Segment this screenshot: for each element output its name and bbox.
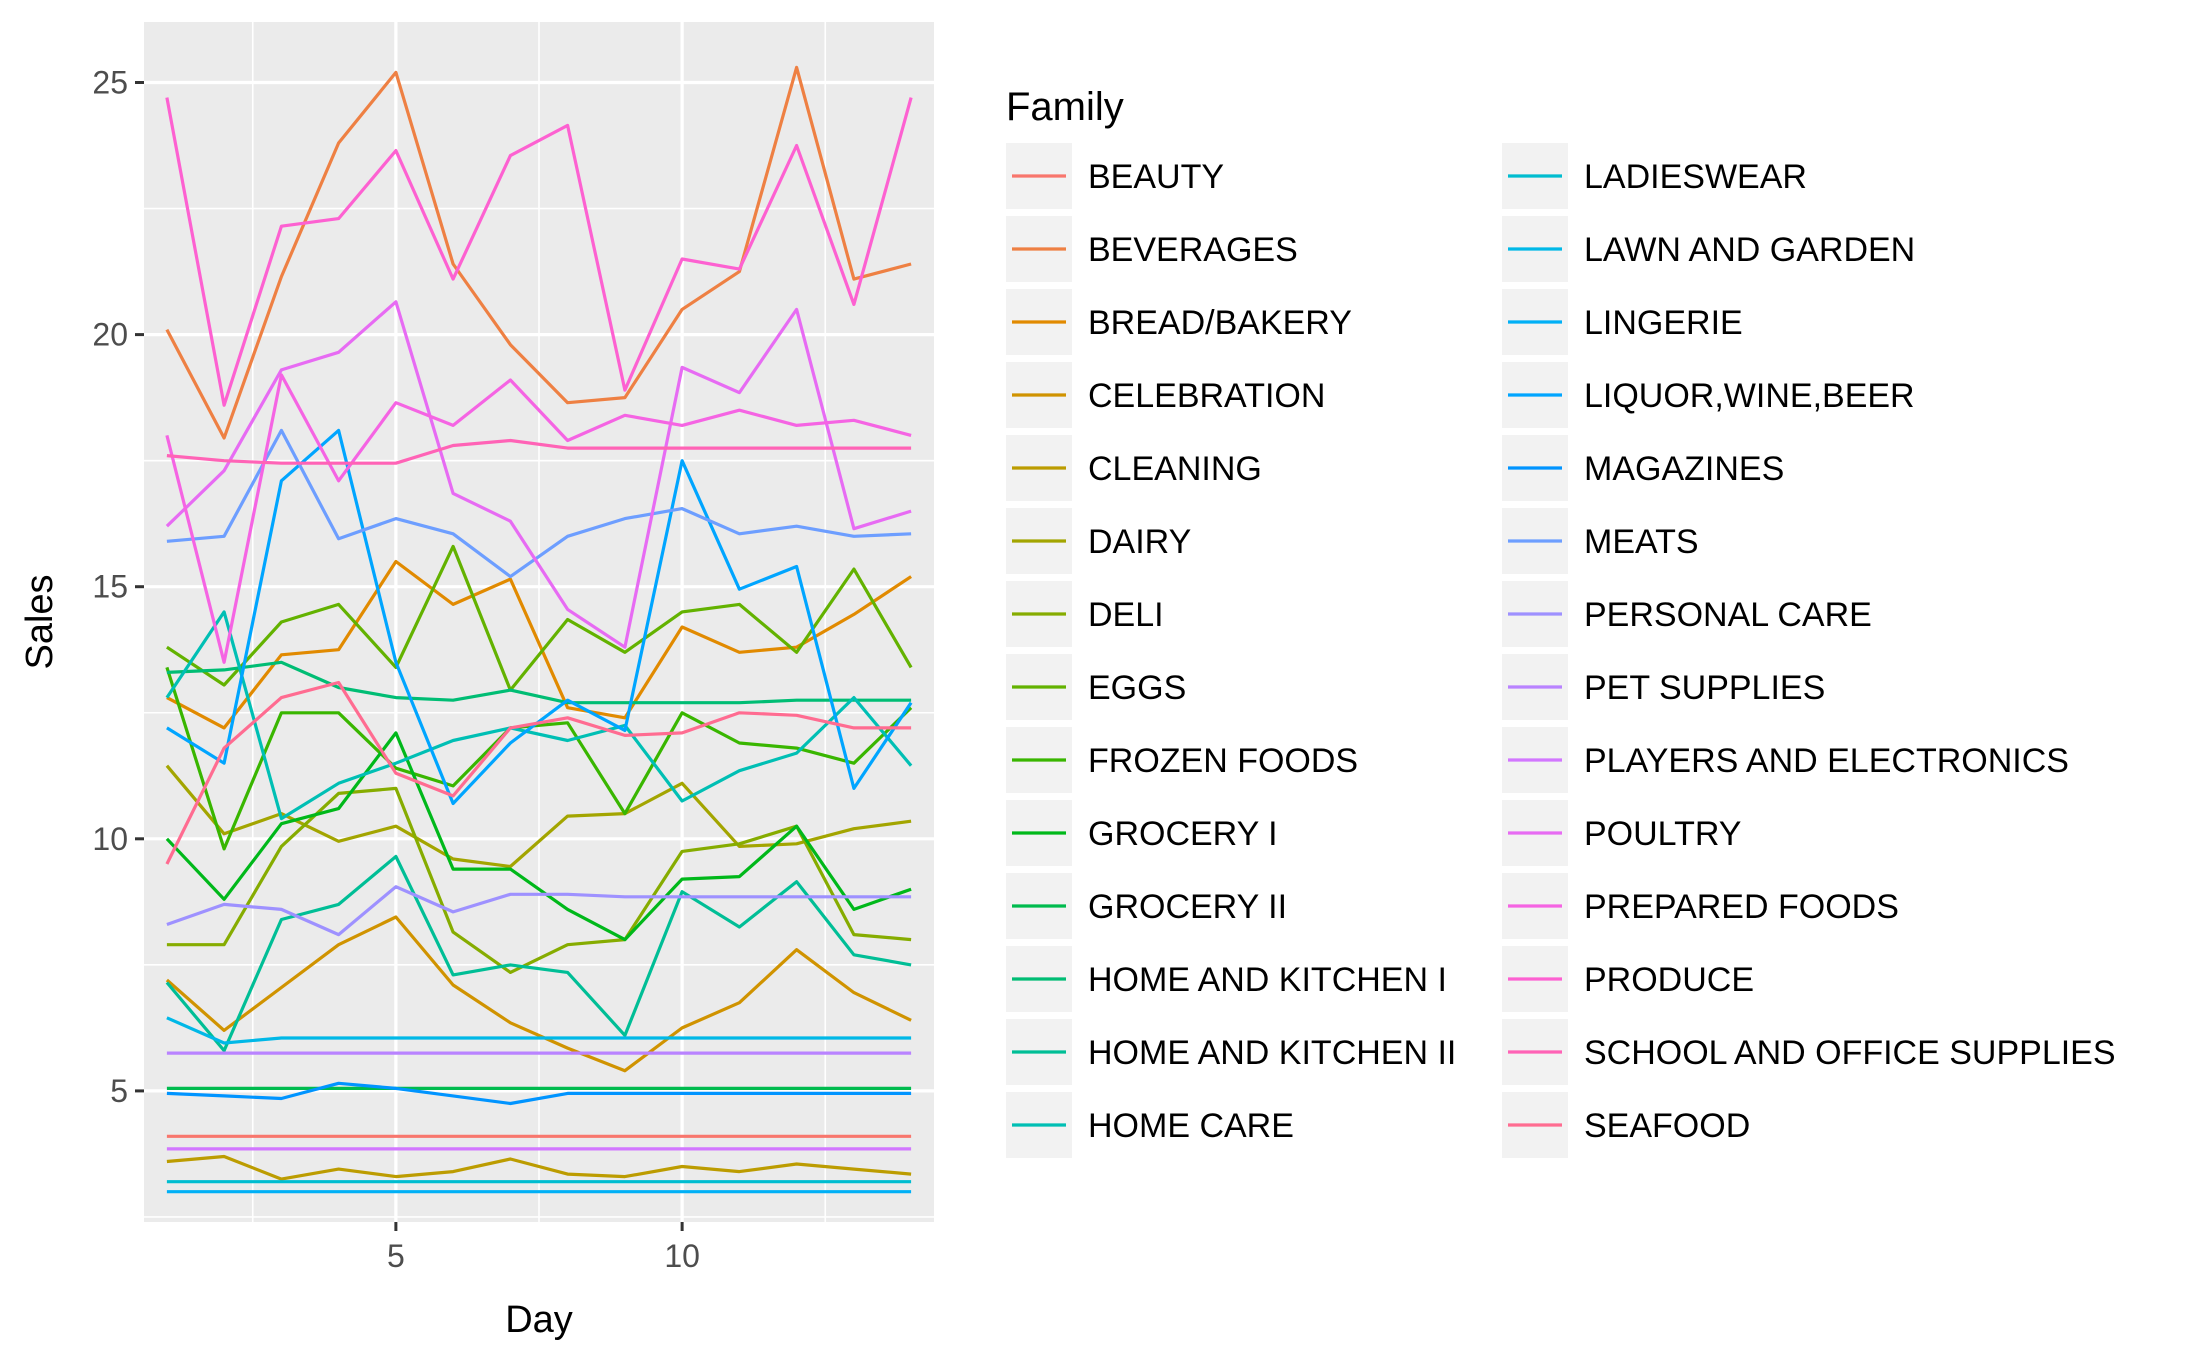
series-line-grocery-i [165,731,912,942]
series-line-dairy [165,764,912,869]
legend-label: LADIESWEAR [1584,158,1807,196]
legend-label: POULTRY [1584,815,1741,853]
legend-label: LAWN AND GARDEN [1584,231,1915,269]
series-line-home-and-kitchen-ii [165,854,912,1053]
legend-label: CLEANING [1088,450,1262,488]
series-line-eggs [166,544,913,692]
legend-label: DELI [1088,596,1164,634]
legend-item-players-and-electronics: PLAYERS AND ELECTRONICS [1502,727,2069,793]
y-tick-label: 10 [92,821,128,857]
legend-label: EGGS [1088,669,1186,707]
series-line-beverages [165,65,912,440]
series-lines [165,65,913,1194]
series-line-frozen-foods [165,666,913,851]
legend-label: PLAYERS AND ELECTRONICS [1584,742,2069,780]
legend-item-lawn-and-garden: LAWN AND GARDEN [1502,216,1915,282]
legend-label: HOME AND KITCHEN II [1088,1034,1456,1072]
legend-item-beverages: BEVERAGES [1006,216,1298,282]
series-line-produce [165,97,913,407]
legend-item-personal-care: PERSONAL CARE [1502,581,1872,647]
series-line-meats [166,428,912,579]
legend-item-pet-supplies: PET SUPPLIES [1502,654,1825,720]
legend-item-bread-bakery: BREAD/BAKERY [1006,289,1352,355]
legend-item-home-and-kitchen-ii: HOME AND KITCHEN II [1006,1019,1456,1085]
y-tick-label: 15 [92,569,128,605]
legend-item-celebration: CELEBRATION [1006,362,1325,428]
legend-label: MEATS [1584,523,1699,561]
series-line-deli [166,786,912,975]
legend-item-school-and-office-supplies: SCHOOL AND OFFICE SUPPLIES [1502,1019,2116,1085]
series-line-cleaning [166,1154,912,1181]
legend-item-grocery-i: GROCERY I [1006,800,1278,866]
y-tick-label: 5 [110,1073,128,1109]
legend-item-frozen-foods: FROZEN FOODS [1006,727,1358,793]
legend-item-grocery-ii: GROCERY II [1006,873,1287,939]
legend-item-cleaning: CLEANING [1006,435,1262,501]
legend-item-home-and-kitchen-i: HOME AND KITCHEN I [1006,946,1447,1012]
legend-label: SEAFOOD [1584,1107,1750,1145]
series-line-celebration [165,915,912,1073]
legend-item-ladieswear: LADIESWEAR [1502,143,1807,209]
legend: Family BEAUTY BEVERAGES BREAD/BAKERY CELEBR… [1006,85,2116,1158]
legend-item-seafood: SEAFOOD [1502,1092,1750,1158]
series-line-bread-bakery [166,559,912,730]
legend-item-prepared-foods: PREPARED FOODS [1502,873,1899,939]
legend-label: PET SUPPLIES [1584,669,1825,707]
legend-item-poultry: POULTRY [1502,800,1741,866]
x-tick-label: 10 [664,1238,700,1274]
legend-label: LIQUOR,WINE,BEER [1584,377,1915,415]
legend-item-magazines: MAGAZINES [1502,435,1784,501]
legend-label: FROZEN FOODS [1088,742,1358,780]
legend-label: DAIRY [1088,523,1191,561]
legend-item-produce: PRODUCE [1502,946,1754,1012]
legend-label: MAGAZINES [1584,450,1784,488]
legend-item-eggs: EGGS [1006,654,1186,720]
legend-label: PRODUCE [1584,961,1754,999]
series-line-prepared-foods [165,373,912,664]
series-line-home-care [165,610,913,821]
legend-label: LINGERIE [1584,304,1743,342]
y-tick-label: 20 [92,317,128,353]
legend-label: BREAD/BAKERY [1088,304,1352,342]
y-tick-label: 25 [92,65,128,101]
legend-item-meats: MEATS [1502,508,1699,574]
series-line-home-and-kitchen-i [166,660,912,705]
legend-label: PERSONAL CARE [1584,596,1872,634]
legend-item-beauty: BEAUTY [1006,143,1224,209]
x-axis-title: Day [505,1299,573,1341]
legend-item-home-care: HOME CARE [1006,1092,1294,1158]
legend-item-lingerie: LINGERIE [1502,289,1743,355]
series-line-poultry [165,300,912,649]
legend-item-dairy: DAIRY [1006,508,1191,574]
series-line-seafood [165,680,912,865]
legend-label: BEVERAGES [1088,231,1298,269]
y-axis-title: Sales [19,574,61,669]
legend-label: CELEBRATION [1088,377,1325,415]
legend-label: GROCERY II [1088,888,1287,926]
series-line-magazines [166,1081,912,1106]
series-line-school-and-office-supplies [166,438,912,465]
legend-item-liquor-wine-beer: LIQUOR,WINE,BEER [1502,362,1915,428]
y-axis: 5 10 15 20 25 [92,65,144,1109]
legend-label: GROCERY I [1088,815,1278,853]
legend-item-deli: DELI [1006,581,1164,647]
series-line-lawn-and-garden [166,1016,912,1045]
legend-label: BEAUTY [1088,158,1224,196]
x-tick-label: 5 [387,1238,405,1274]
legend-label: PREPARED FOODS [1584,888,1899,926]
legend-label: SCHOOL AND OFFICE SUPPLIES [1584,1034,2116,1072]
legend-label: HOME AND KITCHEN I [1088,961,1447,999]
legend-title: Family [1006,85,1124,129]
legend-label: HOME CARE [1088,1107,1294,1145]
x-axis: 5 10 [387,1222,700,1274]
series-line-personal-care [166,885,912,937]
